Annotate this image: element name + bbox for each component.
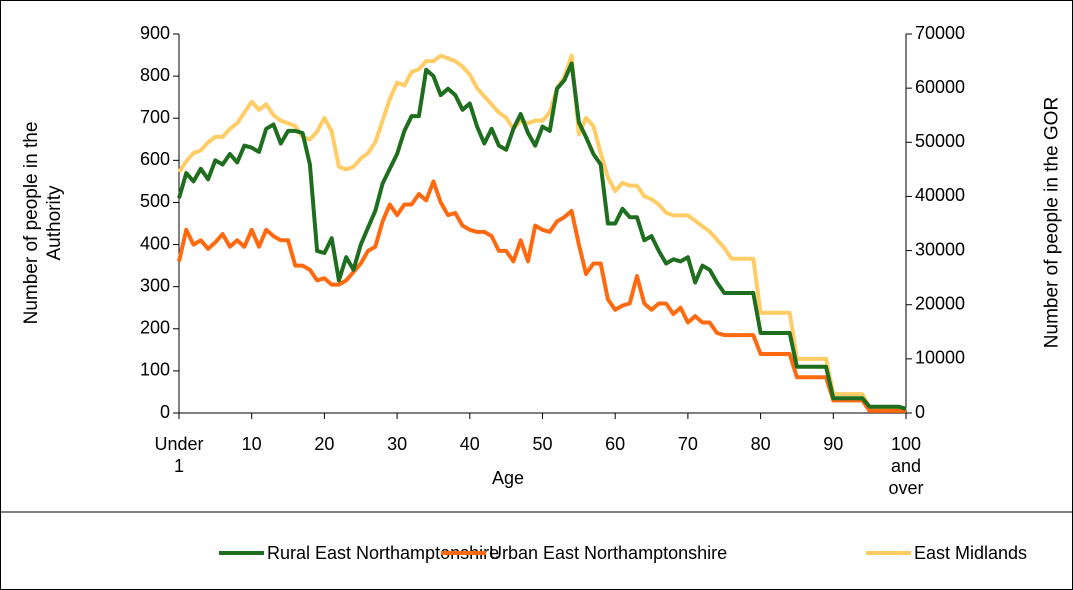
x-tick-label: 80 (750, 434, 771, 454)
y-tick-label: 100 (140, 360, 170, 380)
legend-label: Rural East Northamptonshire (267, 543, 499, 563)
series-line (177, 179, 906, 413)
y-tick-label: 500 (140, 191, 170, 211)
x-tick-label: 100 and over (888, 434, 924, 498)
y2-tick-label: 50000 (915, 131, 965, 151)
y2-tick-label: 20000 (915, 293, 965, 313)
x-tick-label: Under 1 (154, 434, 204, 476)
y-axis-title: Number of people in the Authority (21, 121, 65, 325)
x-tick-label: 60 (605, 434, 626, 454)
x-tick-label: 70 (677, 434, 698, 454)
y-tick-label: 200 (140, 318, 170, 338)
x-tick-label: 50 (532, 434, 553, 454)
y-tick-label: 700 (140, 107, 170, 127)
legend-label: Urban East Northamptonshire (489, 543, 727, 563)
y-tick-label: 400 (140, 233, 170, 253)
x-tick-label: 40 (459, 434, 480, 454)
y2-axis-title: Number of people in the GOR (1041, 96, 1063, 349)
x-tick-label: 30 (387, 434, 408, 454)
legend-label: East Midlands (914, 543, 1027, 563)
y2-tick-label: 60000 (915, 77, 965, 97)
y2-tick-label: 40000 (915, 185, 965, 205)
x-axis-title: Age (491, 468, 525, 488)
y2-tick-label: 0 (915, 402, 925, 422)
series-line (177, 53, 907, 413)
y-tick-label: 800 (140, 65, 170, 85)
y2-tick-label: 30000 (915, 239, 965, 259)
y-tick-label: 600 (140, 149, 170, 169)
y2-tick-label: 70000 (915, 23, 965, 43)
y-tick-label: 300 (140, 275, 170, 295)
x-tick-label: 10 (241, 434, 262, 454)
y-tick-label: 900 (140, 23, 170, 43)
y2-tick-label: 10000 (915, 348, 965, 368)
x-tick-label: 20 (314, 434, 335, 454)
x-tick-label: 90 (823, 434, 844, 454)
series-line (177, 61, 907, 411)
y-tick-label: 0 (160, 402, 170, 422)
